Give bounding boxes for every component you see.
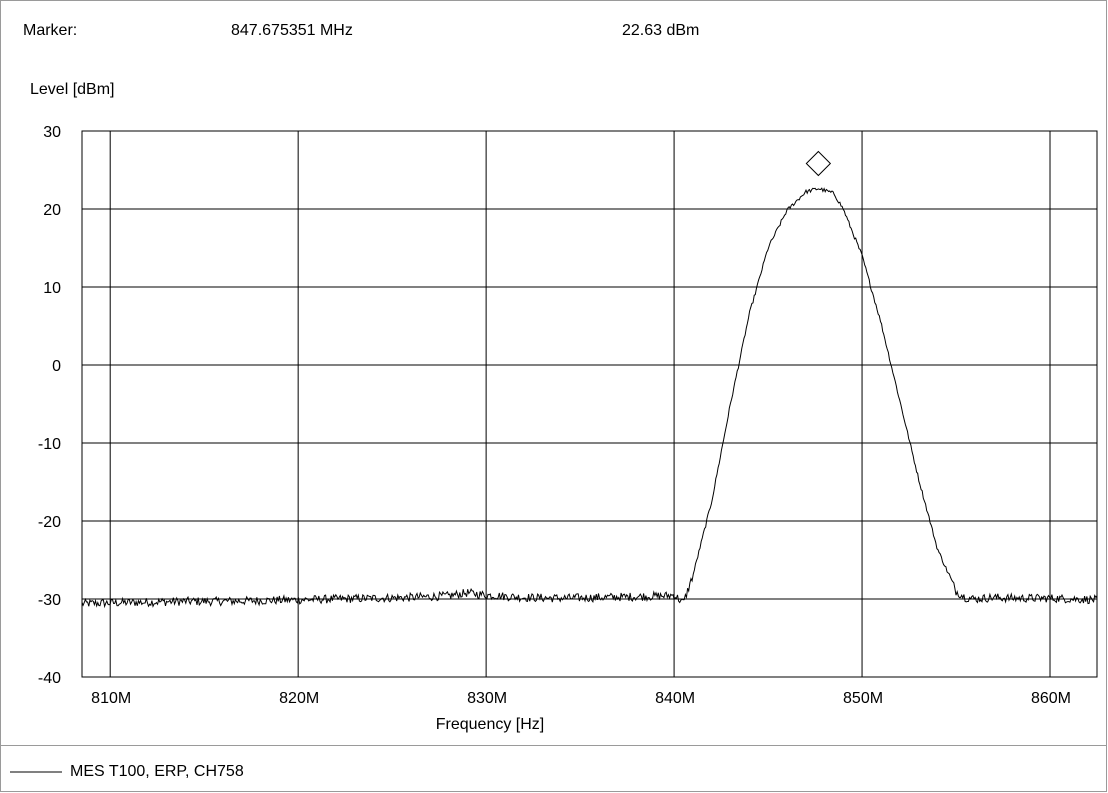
plot-border (81, 130, 1098, 678)
y-axis-title: Level [dBm] (30, 81, 115, 98)
legend-entry: MES T100, ERP, CH758 (70, 763, 244, 780)
x-tick-label: 850M (843, 690, 883, 707)
marker-level: 22.63 dBm (622, 22, 700, 39)
marker-label: Marker: (23, 22, 78, 39)
y-tick-label: 20 (43, 202, 61, 219)
marker-frequency: 847.675351 MHz (231, 22, 353, 39)
marker-diamond (805, 150, 832, 177)
x-tick-label: 860M (1031, 690, 1071, 707)
x-tick-label: 820M (279, 690, 319, 707)
y-tick-label: 30 (43, 124, 61, 141)
y-tick-label: 0 (52, 358, 61, 375)
x-tick-label: 840M (655, 690, 695, 707)
legend-separator (0, 745, 1107, 746)
y-tick-label: -20 (38, 514, 61, 531)
x-tick-label: 830M (467, 690, 507, 707)
series-trace (81, 187, 1098, 609)
y-tick-label: -40 (38, 670, 61, 687)
y-tick-label: -30 (38, 592, 61, 609)
y-tick-label: -10 (38, 436, 61, 453)
x-axis-title: Frequency [Hz] (435, 716, 545, 733)
y-tick-label: 10 (43, 280, 61, 297)
x-tick-label: 810M (91, 690, 131, 707)
